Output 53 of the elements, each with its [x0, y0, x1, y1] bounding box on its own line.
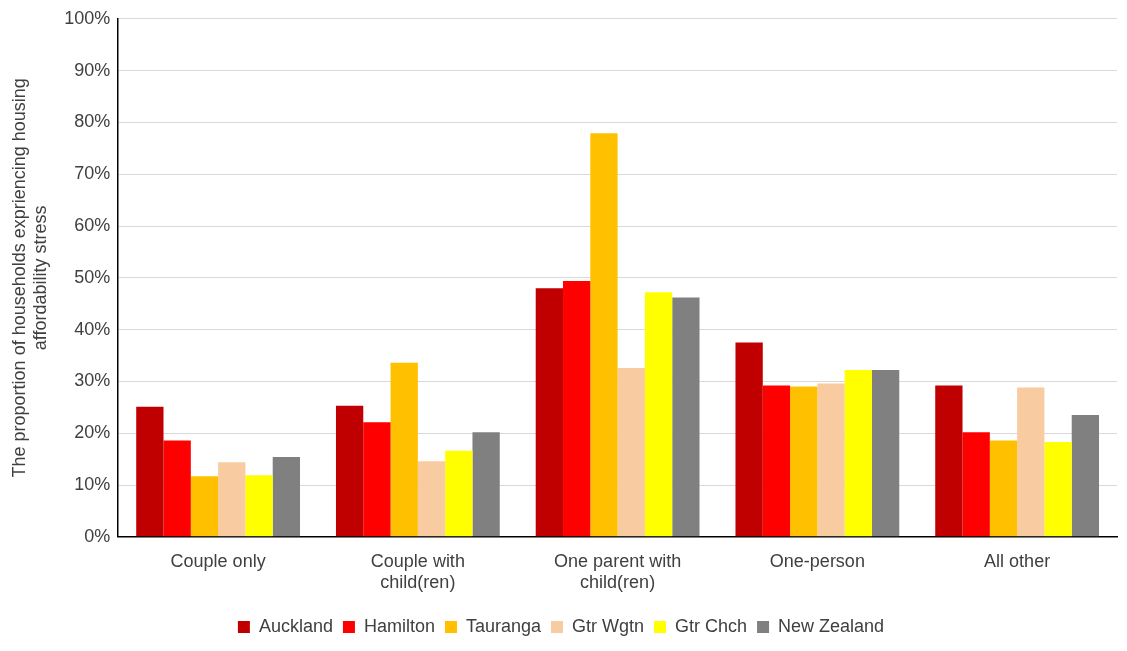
x-tick-label: One parent with child(ren): [554, 550, 682, 593]
y-axis-title: The proportion of households expriencing housing affordability stress: [8, 78, 51, 478]
legend-label: Gtr Chch: [675, 615, 748, 636]
y-tick-label: 0%: [84, 525, 111, 546]
bar: [935, 385, 963, 537]
legend-label: Gtr Wgtn: [572, 615, 645, 636]
y-tick-label: 20%: [74, 422, 111, 443]
bar: [163, 440, 191, 537]
bar: [245, 475, 273, 537]
bar: [617, 367, 645, 537]
bar: [644, 292, 673, 537]
y-tick-label: 60%: [74, 214, 111, 235]
bar: [272, 457, 301, 537]
y-tick-label: 10%: [74, 473, 111, 494]
bar: [445, 450, 473, 537]
bar: [1044, 442, 1072, 537]
legend-label: New Zealand: [778, 615, 885, 636]
bar: [1017, 387, 1045, 537]
x-tick-label: All other: [984, 550, 1051, 571]
bar: [363, 422, 391, 537]
bar: [989, 440, 1018, 537]
y-tick-label: 90%: [74, 59, 111, 80]
y-tick-label: 50%: [74, 266, 111, 287]
x-tick-label: One-person: [769, 550, 865, 571]
legend-label: Tauranga: [465, 615, 543, 636]
bar: [472, 432, 500, 537]
bar: [390, 362, 418, 537]
bar: [735, 342, 763, 537]
bar: [417, 461, 446, 537]
y-tick-label: 40%: [74, 318, 111, 339]
bar: [218, 462, 246, 537]
bar: [335, 405, 364, 537]
bar: [962, 432, 990, 537]
bar: [844, 370, 872, 537]
bar: [790, 386, 818, 537]
bar: [1071, 415, 1100, 537]
bar: [817, 383, 845, 537]
bar: [672, 297, 700, 537]
bar: [190, 476, 219, 537]
legend-label: Hamilton: [363, 615, 435, 636]
x-tick-label: Couple only: [170, 550, 266, 571]
legend-label: Auckland: [258, 615, 333, 636]
bar: [871, 370, 900, 537]
bar: [136, 406, 164, 537]
bar: [590, 133, 618, 537]
y-tick-label: 100%: [64, 7, 111, 28]
bar: [535, 288, 564, 537]
bar: [762, 385, 791, 537]
x-tick-label: Couple with child(ren): [370, 550, 465, 593]
y-tick-label: 80%: [74, 111, 111, 132]
y-tick-label: 70%: [74, 163, 111, 184]
y-tick-label: 30%: [74, 370, 111, 391]
bar: [563, 280, 591, 537]
